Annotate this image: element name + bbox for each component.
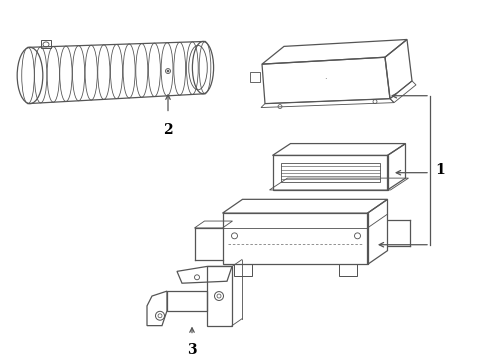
Text: 2: 2 (163, 123, 173, 138)
Text: 1: 1 (435, 163, 445, 177)
Ellipse shape (167, 70, 169, 72)
Bar (280, 163, 379, 182)
Bar (41, 40, 51, 48)
Text: .: . (324, 72, 326, 81)
Text: 3: 3 (187, 343, 197, 357)
